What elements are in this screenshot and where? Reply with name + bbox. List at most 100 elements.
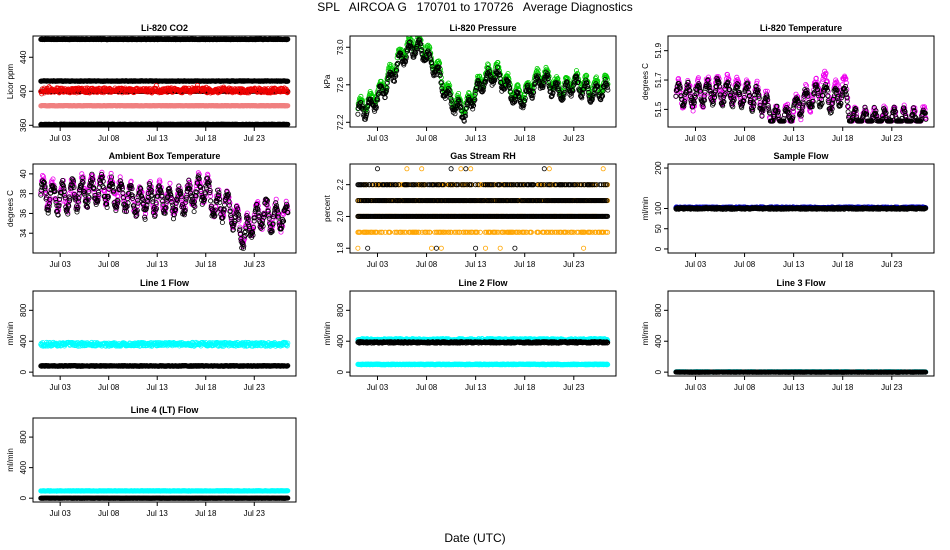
data-point: [512, 99, 518, 105]
data-point: [437, 70, 443, 76]
data-point: [712, 94, 718, 100]
data-point: [507, 89, 513, 95]
data-point: [364, 109, 370, 115]
data-point: [568, 93, 574, 99]
data-point: [495, 69, 501, 75]
data-point: [466, 91, 472, 97]
data-point: [605, 87, 611, 93]
data-point: [575, 79, 581, 85]
data-point: [731, 97, 737, 103]
data-point: [515, 83, 521, 89]
data-point: [445, 80, 451, 86]
x-tick-label: Jul 13: [147, 134, 169, 143]
data-points: [673, 68, 929, 124]
data-point: [481, 84, 487, 90]
data-point: [368, 96, 374, 102]
data-point: [507, 85, 513, 91]
data-point: [447, 92, 453, 98]
y-tick-label: 400: [19, 84, 28, 98]
data-point: [555, 80, 561, 86]
x-tick-label: Jul 03: [367, 134, 389, 143]
data-point: [480, 87, 486, 93]
x-tick-label: Jul 08: [98, 134, 120, 143]
data-point: [570, 88, 576, 94]
data-point: [494, 64, 500, 70]
data-point: [702, 97, 708, 103]
data-point: [718, 94, 724, 100]
data-point: [682, 98, 688, 104]
page-title: SPL AIRCOA G 170701 to 170726 Average Di…: [317, 0, 633, 14]
data-point: [791, 109, 797, 115]
data-point: [429, 60, 435, 66]
data-point: [735, 84, 741, 90]
data-point: [384, 85, 390, 91]
data-point: [604, 85, 610, 91]
data-point: [546, 80, 552, 86]
data-point: [721, 92, 727, 98]
data-point: [681, 101, 687, 107]
data-point: [798, 117, 804, 123]
data-point: [734, 74, 740, 80]
data-point: [355, 111, 361, 117]
data-point: [364, 111, 370, 117]
x-tick-label: Jul 08: [416, 134, 438, 143]
data-point: [721, 99, 727, 105]
data-point: [687, 88, 693, 94]
series-co2-ambient: [38, 83, 291, 97]
series-pressure-black: [355, 37, 611, 124]
data-point: [492, 75, 498, 81]
data-point: [375, 97, 381, 103]
series-temp-black: [673, 75, 929, 124]
data-point: [751, 103, 757, 109]
data-point: [604, 82, 610, 88]
data-point: [600, 93, 606, 99]
data-point: [735, 82, 741, 88]
data-point: [401, 60, 407, 66]
data-point: [561, 92, 567, 98]
data-point: [285, 103, 291, 109]
data-point: [373, 104, 379, 110]
data-point: [706, 82, 712, 88]
chart-title: Li-820 Temperature: [760, 23, 842, 33]
data-point: [417, 41, 423, 47]
data-point: [901, 102, 907, 108]
data-point: [486, 69, 492, 75]
data-point: [585, 90, 591, 96]
data-point: [585, 83, 591, 89]
data-point: [595, 88, 601, 94]
data-point: [429, 64, 435, 70]
data-point: [785, 101, 791, 107]
data-point: [790, 108, 796, 114]
data-point: [531, 90, 537, 96]
data-point: [403, 59, 409, 65]
data-point: [681, 103, 687, 109]
y-tick-label: 360: [19, 118, 28, 132]
data-point: [395, 60, 401, 66]
data-point: [540, 85, 546, 91]
data-point: [516, 94, 522, 100]
data-point: [580, 91, 586, 97]
x-tick-label: Jul 03: [49, 134, 71, 143]
data-point: [546, 83, 552, 89]
data-point: [284, 90, 290, 96]
data-point: [673, 93, 679, 99]
series-co2-ref: [38, 103, 291, 109]
data-point: [677, 83, 683, 89]
data-point: [545, 73, 551, 79]
data-point: [834, 80, 840, 86]
data-point: [384, 79, 390, 85]
data-point: [482, 79, 488, 85]
data-point: [706, 74, 712, 80]
data-point: [556, 92, 562, 98]
data-point: [461, 118, 467, 124]
data-point: [591, 91, 597, 97]
data-point: [529, 95, 535, 101]
data-point: [725, 72, 731, 78]
data-point: [846, 104, 852, 110]
data-point: [690, 108, 696, 114]
data-point: [418, 41, 424, 47]
